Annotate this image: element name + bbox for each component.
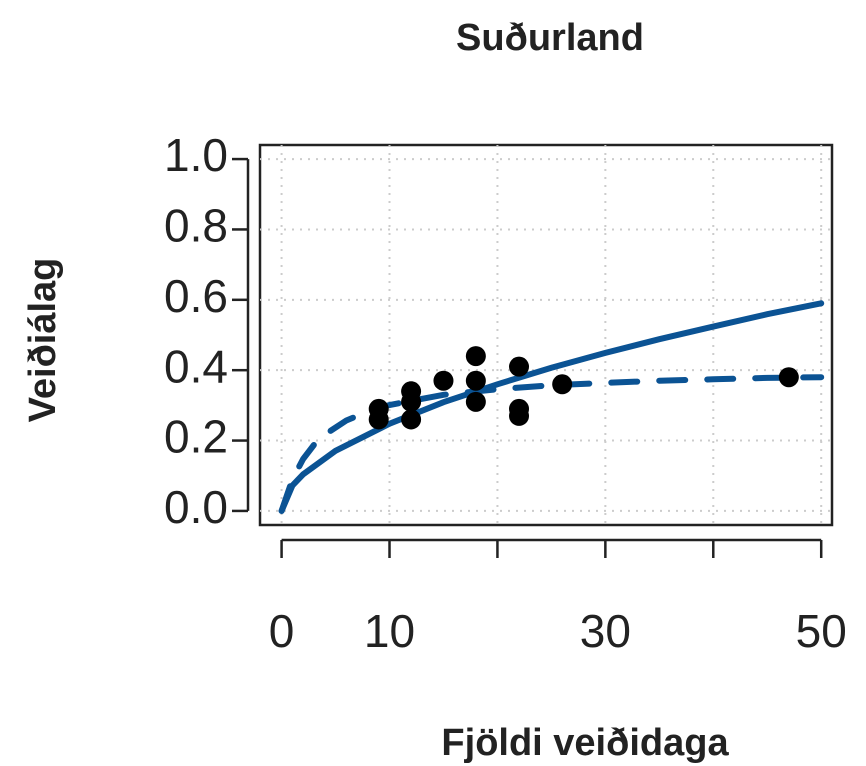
y-tick-label: 0.2 [164,411,228,463]
point [433,370,454,391]
y-tick-label: 0.8 [164,200,228,252]
y-tick-label: 0.4 [164,340,228,392]
point [778,367,799,388]
point [465,346,486,367]
point [465,391,486,412]
dashed-line [278,374,825,514]
y-tick-label: 1.0 [164,129,228,181]
point [368,409,389,430]
point [552,374,573,395]
x-tick-label: 50 [796,605,847,657]
point [509,405,530,426]
point [509,356,530,377]
y-axis-label: Veiðiálag [22,258,64,423]
point [465,370,486,391]
fit-line [278,300,825,514]
x-axis-label: Fjöldi veiðidaga [441,722,729,764]
plot-box [258,143,834,527]
y-tick-label: 0.6 [164,270,228,322]
x-tick-label: 30 [580,605,631,657]
x-tick-label: 10 [364,605,415,657]
x-tick-label: 0 [269,605,295,657]
y-tick-label: 0.0 [164,481,228,533]
point [401,409,422,430]
point [401,391,422,412]
chart-title: Suðurland [456,17,644,59]
